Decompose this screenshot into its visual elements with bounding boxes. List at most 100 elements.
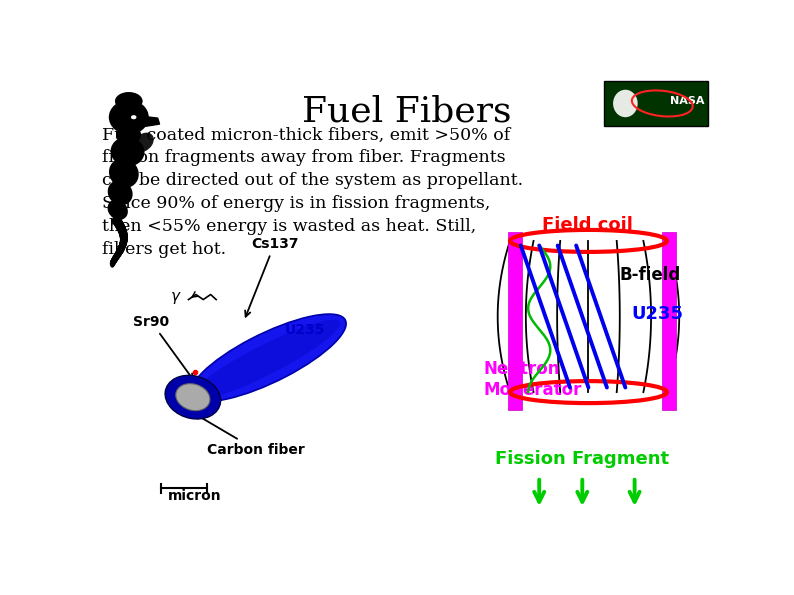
Ellipse shape: [113, 254, 118, 262]
Ellipse shape: [118, 227, 127, 236]
Ellipse shape: [120, 237, 128, 245]
Text: Fission Fragment: Fission Fragment: [495, 450, 669, 468]
Text: U235: U235: [631, 305, 684, 323]
Text: U235: U235: [285, 323, 326, 337]
Ellipse shape: [119, 240, 127, 248]
Ellipse shape: [111, 256, 117, 264]
Ellipse shape: [120, 231, 128, 240]
Ellipse shape: [117, 224, 125, 233]
Ellipse shape: [108, 180, 133, 205]
Ellipse shape: [111, 256, 117, 265]
Ellipse shape: [133, 133, 154, 152]
Ellipse shape: [119, 231, 128, 239]
Text: Fuel Fibers: Fuel Fibers: [303, 94, 511, 129]
Ellipse shape: [119, 242, 126, 250]
Ellipse shape: [120, 232, 128, 240]
Ellipse shape: [113, 218, 122, 226]
Ellipse shape: [117, 126, 141, 144]
Ellipse shape: [119, 241, 126, 249]
Text: Neutron
Moderator: Neutron Moderator: [484, 360, 582, 399]
Ellipse shape: [117, 246, 124, 255]
Ellipse shape: [116, 223, 125, 231]
Ellipse shape: [165, 375, 221, 419]
Ellipse shape: [118, 226, 126, 234]
Ellipse shape: [175, 384, 210, 411]
Ellipse shape: [118, 244, 125, 252]
Ellipse shape: [115, 222, 125, 230]
Ellipse shape: [118, 243, 125, 251]
Ellipse shape: [116, 249, 121, 257]
Ellipse shape: [120, 236, 128, 245]
Ellipse shape: [111, 257, 116, 265]
Ellipse shape: [120, 235, 128, 243]
Ellipse shape: [112, 255, 118, 263]
Ellipse shape: [119, 241, 126, 249]
Ellipse shape: [112, 217, 122, 226]
Text: NASA: NASA: [669, 96, 704, 106]
Ellipse shape: [118, 228, 127, 236]
Text: Cs137: Cs137: [245, 237, 299, 317]
Ellipse shape: [116, 248, 122, 256]
Ellipse shape: [112, 217, 121, 225]
Ellipse shape: [110, 259, 115, 267]
Ellipse shape: [118, 227, 127, 235]
Ellipse shape: [120, 236, 128, 244]
Ellipse shape: [117, 248, 123, 255]
Ellipse shape: [110, 259, 115, 268]
Ellipse shape: [117, 224, 125, 232]
Ellipse shape: [109, 158, 139, 188]
Ellipse shape: [114, 250, 121, 259]
Ellipse shape: [115, 250, 121, 258]
Bar: [662, 231, 676, 411]
Ellipse shape: [118, 226, 126, 234]
Ellipse shape: [115, 92, 143, 110]
Ellipse shape: [119, 228, 127, 237]
Ellipse shape: [114, 218, 123, 227]
Ellipse shape: [115, 249, 121, 258]
Ellipse shape: [116, 223, 125, 231]
Polygon shape: [139, 116, 160, 127]
Ellipse shape: [120, 233, 128, 240]
Text: Field coil: Field coil: [542, 216, 633, 234]
Ellipse shape: [119, 230, 128, 238]
Ellipse shape: [114, 219, 123, 227]
Ellipse shape: [120, 234, 128, 242]
Ellipse shape: [109, 100, 148, 134]
Text: $\gamma$: $\gamma$: [171, 290, 182, 306]
Ellipse shape: [115, 221, 125, 230]
Text: Carbon fiber: Carbon fiber: [194, 414, 305, 457]
Ellipse shape: [113, 218, 122, 226]
Ellipse shape: [116, 248, 122, 256]
Ellipse shape: [119, 230, 128, 239]
Ellipse shape: [110, 258, 115, 267]
Text: Fuel coated micron-thick fibers, emit >50% of
fission fragments away from fiber.: Fuel coated micron-thick fibers, emit >5…: [102, 126, 523, 258]
Ellipse shape: [114, 220, 124, 228]
Ellipse shape: [120, 233, 128, 242]
Text: B-field: B-field: [619, 267, 680, 284]
Ellipse shape: [131, 115, 137, 119]
Ellipse shape: [120, 234, 128, 243]
Ellipse shape: [118, 245, 124, 253]
Ellipse shape: [118, 245, 125, 253]
Ellipse shape: [117, 225, 126, 233]
Ellipse shape: [118, 246, 124, 254]
FancyBboxPatch shape: [603, 80, 708, 126]
Ellipse shape: [120, 239, 127, 247]
Ellipse shape: [118, 242, 125, 250]
Ellipse shape: [113, 255, 118, 263]
Ellipse shape: [114, 251, 120, 259]
Ellipse shape: [110, 258, 116, 266]
Ellipse shape: [119, 240, 126, 248]
Ellipse shape: [113, 253, 119, 262]
Ellipse shape: [613, 90, 638, 117]
Ellipse shape: [114, 221, 124, 229]
Ellipse shape: [114, 252, 120, 260]
Ellipse shape: [114, 252, 119, 261]
Ellipse shape: [120, 233, 128, 241]
Ellipse shape: [118, 243, 125, 252]
Text: micron: micron: [168, 488, 222, 503]
Ellipse shape: [118, 226, 126, 233]
Ellipse shape: [117, 247, 123, 255]
Ellipse shape: [120, 239, 127, 248]
Ellipse shape: [120, 237, 127, 246]
